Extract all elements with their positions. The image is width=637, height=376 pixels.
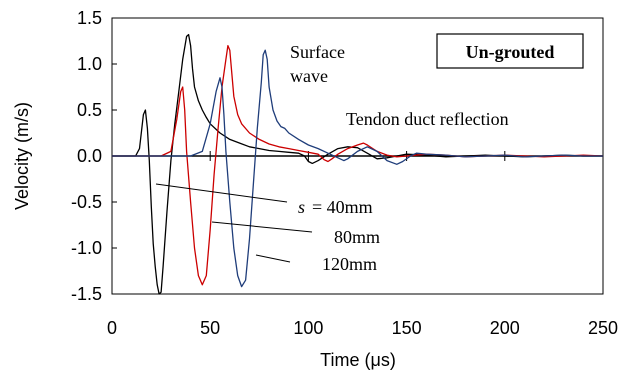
y-tick-label: -1.5 [71, 284, 102, 304]
series-line-120mm [112, 49, 603, 288]
boxed-label-frame [436, 33, 584, 69]
x-tick-label: 100 [293, 318, 323, 338]
series-line-40mm [112, 33, 603, 295]
series-layer [112, 33, 604, 295]
y-tick-label: -0.5 [71, 192, 102, 212]
annotation-tendon: Tendon duct reflection [346, 109, 509, 129]
annotation-surface: Surface [290, 42, 345, 62]
x-tick-label: 0 [107, 318, 117, 338]
series-line-80mm [112, 44, 604, 286]
y-tick-label: 0.0 [77, 146, 102, 166]
y-tick-label: 1.5 [77, 8, 102, 28]
y-axis-ticks: 1.5 1.0 0.5 0.0 -0.5 -1.0 -1.5 [71, 8, 117, 304]
leader-line-40 [155, 183, 288, 203]
x-tick-label: 150 [392, 318, 422, 338]
annotation-s120: 120mm [322, 254, 377, 274]
x-axis-ticks: 0 50 100 150 200 250 [107, 151, 618, 338]
annotation-s80: 80mm [334, 227, 380, 247]
y-tick-label: 0.5 [77, 100, 102, 120]
leader-line-120 [255, 254, 291, 263]
annotation-s-label: s [298, 197, 305, 217]
y-tick-label: -1.0 [71, 238, 102, 258]
x-tick-label: 50 [200, 318, 220, 338]
leader-line-80 [211, 221, 313, 233]
annotation-wave: wave [290, 66, 328, 86]
annotation-s40: = 40mm [312, 197, 373, 217]
y-axis-title: Velocity (m/s) [12, 102, 32, 210]
y-tick-label: 1.0 [77, 54, 102, 74]
x-axis-title: Time (μs) [320, 350, 396, 370]
x-tick-label: 200 [490, 318, 520, 338]
x-tick-label: 250 [588, 318, 618, 338]
boxed-label: Un-grouted [466, 42, 555, 62]
